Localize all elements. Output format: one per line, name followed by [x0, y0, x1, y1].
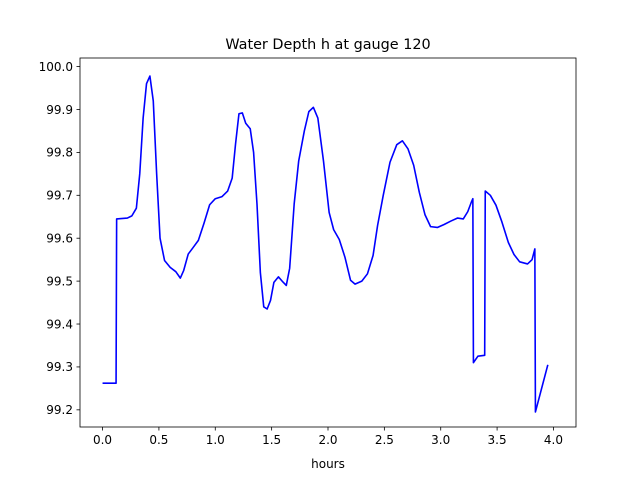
x-tick-label: 2.5: [375, 433, 394, 447]
y-tick-label: 99.5: [46, 274, 73, 288]
x-tick-label: 1.5: [262, 433, 281, 447]
chart-title: Water Depth h at gauge 120: [225, 37, 430, 53]
x-tick-label: 4.0: [544, 433, 563, 447]
x-tick-label: 2.0: [318, 433, 337, 447]
y-tick-label: 99.2: [46, 403, 73, 417]
y-tick-label: 99.4: [46, 317, 73, 331]
x-tick-label: 0.0: [93, 433, 112, 447]
x-axis-label: hours: [311, 457, 345, 471]
y-tick-label: 99.7: [46, 189, 73, 203]
y-tick-label: 99.9: [46, 103, 73, 117]
series-line-0: [102, 75, 549, 413]
y-tick-label: 99.6: [46, 232, 73, 246]
x-tick-label: 0.5: [149, 433, 168, 447]
x-tick-label: 3.5: [488, 433, 507, 447]
x-tick-label: 1.0: [206, 433, 225, 447]
x-axis: 0.0 0.5 1.0 1.5 2.0 2.5 3.0 3.5 4.0: [93, 427, 563, 447]
y-tick-label: 99.8: [46, 146, 73, 160]
y-tick-label: 99.3: [46, 360, 73, 374]
y-tick-label: 100.0: [39, 60, 73, 74]
x-tick-label: 3.0: [431, 433, 450, 447]
y-axis: 99.2 99.3 99.4 99.5 99.6 99.7 99.8 99.9 100.0: [39, 60, 80, 417]
plot-area: [102, 75, 549, 413]
